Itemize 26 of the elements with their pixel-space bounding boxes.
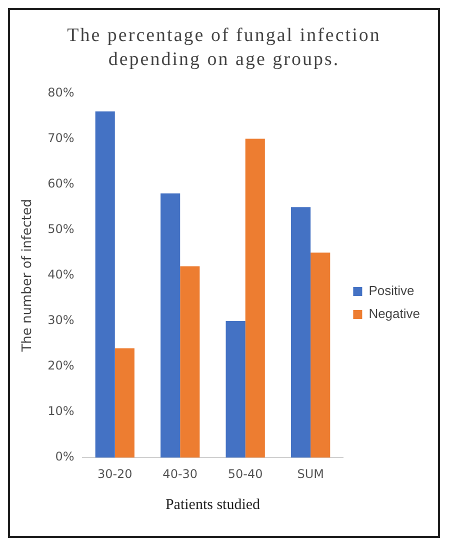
bar (180, 266, 200, 458)
y-tick-label: 0% (55, 450, 74, 464)
x-tick-label: 40-30 (162, 466, 198, 481)
y-tick-label: 30% (48, 313, 74, 328)
bar (226, 320, 246, 458)
y-axis-title: The number of infected (20, 199, 36, 353)
chart-title: The percentage of fungal infection depending on age groups. (66, 24, 382, 72)
x-tick-label: 50-40 (228, 466, 263, 481)
bar (310, 252, 330, 458)
x-tick-label: SUM (297, 466, 324, 481)
y-tick-label: 70% (48, 130, 74, 145)
x-tick-label: 30-20 (97, 466, 132, 481)
y-tick-label: 50% (48, 222, 74, 236)
bar (95, 111, 115, 458)
x-axis-title: Patients studied (165, 496, 261, 513)
y-tick-label: 60% (48, 176, 74, 190)
bar (291, 207, 311, 458)
bar (245, 138, 265, 458)
legend-label: Negative (368, 306, 420, 322)
legend-label: Positive (368, 283, 414, 298)
y-tick-label: 80% (48, 85, 74, 100)
y-tick-label: 40% (48, 268, 74, 282)
y-tick-label: 10% (48, 404, 74, 418)
bar (114, 348, 134, 458)
bar (160, 193, 180, 458)
y-tick-label: 20% (48, 358, 74, 373)
